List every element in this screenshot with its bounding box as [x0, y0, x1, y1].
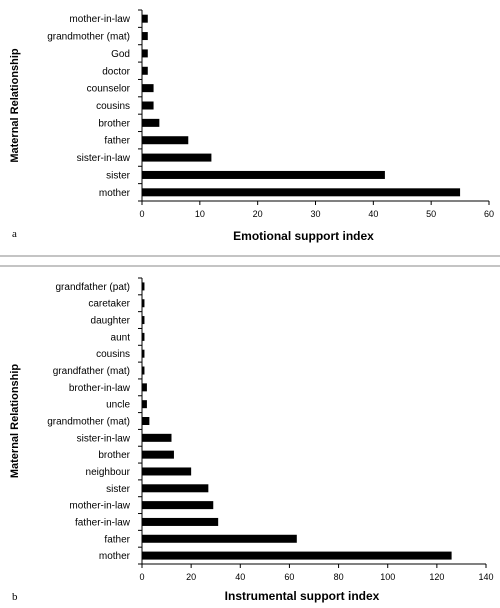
bar — [142, 467, 192, 476]
x-tick-label: 50 — [426, 209, 436, 219]
category-label: God — [111, 49, 130, 60]
category-label: father — [104, 534, 130, 545]
x-tick-label: 30 — [310, 209, 320, 219]
category-label: cousins — [96, 101, 130, 112]
bar — [142, 433, 172, 442]
category-label: sister — [106, 484, 131, 495]
category-label: aunt — [111, 332, 131, 343]
bar — [142, 450, 174, 459]
x-tick-label: 20 — [253, 209, 263, 219]
bar — [142, 484, 209, 493]
panel-label: b — [12, 591, 18, 603]
bar — [142, 32, 148, 41]
x-tick-label: 40 — [368, 209, 378, 219]
panel-label: a — [12, 228, 17, 240]
category-label: father-in-law — [75, 517, 131, 528]
emotional-support-chart: mother sister sister-in-law father brother co… — [9, 9, 494, 243]
bar — [142, 517, 219, 526]
category-label: brother-in-law — [69, 383, 131, 394]
bar — [142, 299, 145, 308]
bar — [142, 282, 145, 291]
bar — [142, 136, 189, 145]
category-label: grandfather (mat) — [53, 366, 130, 377]
category-label: caretaker — [88, 299, 130, 310]
category-label: mother — [99, 551, 131, 562]
category-label: mother-in-law — [69, 14, 130, 25]
y-axis-title: Maternal Relationship — [9, 48, 21, 163]
x-tick-label: 10 — [195, 209, 205, 219]
category-label: grandmother (mat) — [47, 417, 130, 428]
category-label: sister-in-law — [77, 153, 131, 164]
bar — [142, 14, 148, 23]
bar — [142, 84, 154, 93]
bar — [142, 153, 212, 162]
x-tick-label: 120 — [429, 572, 444, 582]
category-label: uncle — [106, 400, 130, 411]
bar — [142, 101, 154, 110]
x-tick-label: 60 — [484, 209, 494, 219]
bar — [142, 118, 160, 127]
bar — [142, 49, 148, 58]
category-label: cousins — [96, 349, 130, 360]
category-label: mother — [99, 188, 131, 199]
bar — [142, 400, 147, 409]
category-label: father — [104, 136, 130, 147]
x-axis-title: Emotional support index — [233, 229, 374, 243]
x-tick-label: 20 — [186, 572, 196, 582]
bar — [142, 383, 147, 392]
category-label: grandfather (pat) — [56, 282, 131, 293]
x-axis-title: Instrumental support index — [225, 589, 380, 603]
category-label: mother-in-law — [69, 501, 130, 512]
x-tick-label: 140 — [478, 572, 493, 582]
x-tick-label: 80 — [334, 572, 344, 582]
y-axis-title: Maternal Relationship — [9, 364, 21, 479]
category-label: neighbour — [86, 467, 131, 478]
x-tick-label: 60 — [284, 572, 294, 582]
bar — [142, 417, 150, 425]
bar — [142, 349, 145, 358]
category-label: counselor — [87, 84, 131, 95]
bar — [142, 551, 452, 560]
category-label: grandmother (mat) — [47, 32, 130, 43]
bar — [142, 188, 461, 197]
x-tick-label: 0 — [139, 209, 144, 219]
bar — [142, 332, 145, 341]
bar — [142, 501, 214, 510]
bar — [142, 316, 145, 325]
category-label: daughter — [91, 316, 131, 327]
category-label: sister — [106, 170, 131, 181]
x-tick-label: 100 — [380, 572, 395, 582]
category-label: sister-in-law — [77, 433, 131, 444]
bar — [142, 170, 385, 179]
bar — [142, 66, 148, 75]
x-tick-label: 40 — [235, 572, 245, 582]
bar — [142, 366, 145, 375]
category-label: brother — [98, 118, 130, 129]
category-label: doctor — [102, 66, 130, 77]
instrumental-support-chart: mother father father-in-law mother-in-law si… — [9, 277, 494, 603]
category-label: brother — [98, 450, 130, 461]
bar — [142, 534, 297, 543]
x-tick-label: 0 — [139, 572, 144, 582]
